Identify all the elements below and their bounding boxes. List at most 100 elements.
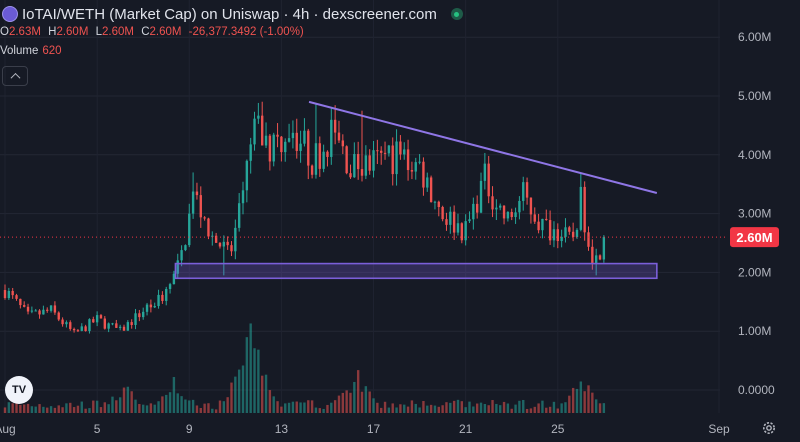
- candle-body: [19, 298, 22, 306]
- grid-lines: [0, 0, 720, 413]
- volume-bar: [30, 406, 34, 413]
- volume-bar: [180, 396, 183, 413]
- volume-bar: [161, 396, 164, 413]
- candle-body: [30, 310, 34, 312]
- candle-body: [587, 232, 590, 247]
- candle-body: [464, 221, 467, 241]
- candle-body: [349, 173, 352, 178]
- time-axis[interactable]: Aug 5 9 13 17 21 25 Sep: [0, 422, 730, 436]
- volume-bar: [72, 407, 76, 413]
- candle-body: [560, 236, 563, 242]
- volume-bar: [234, 376, 237, 413]
- volume-bar: [34, 406, 37, 413]
- candle-body: [118, 326, 122, 328]
- candle-body: [72, 328, 76, 331]
- volume-bars: [3, 323, 606, 413]
- volume-bar: [176, 393, 179, 413]
- gear-icon[interactable]: [761, 420, 777, 436]
- volume-bar: [441, 405, 444, 413]
- candle-body: [364, 155, 368, 176]
- volume-bar: [134, 399, 137, 413]
- price-tick-label: 2.00M: [738, 265, 771, 279]
- candle-body: [65, 322, 68, 325]
- candle-body: [376, 150, 379, 152]
- candle-body: [437, 201, 440, 208]
- volume-bar: [310, 400, 314, 413]
- candle-body: [34, 310, 37, 312]
- tradingview-logo-icon[interactable]: TV: [5, 376, 33, 404]
- candle-body: [483, 163, 487, 181]
- candle-body: [207, 218, 210, 237]
- volume-bar: [349, 392, 352, 413]
- volume-bar: [207, 403, 210, 413]
- volume-bar: [391, 403, 394, 413]
- volume-bar: [403, 404, 406, 413]
- chart-title: IoTAI/WETH (Market Cap) on Uniswap · 4h …: [22, 5, 437, 23]
- candle-body: [161, 294, 164, 301]
- candle-body: [168, 284, 172, 289]
- volume-bar: [15, 402, 18, 413]
- candle-body: [414, 162, 417, 172]
- volume-bar: [218, 400, 222, 413]
- candle-body: [211, 235, 214, 237]
- candle-body: [403, 149, 406, 155]
- volume-bar: [195, 405, 199, 413]
- volume-bar: [318, 408, 321, 413]
- volume-bar: [426, 405, 429, 413]
- candle-body: [241, 190, 245, 204]
- candle-body: [410, 170, 414, 172]
- volume-bar: [38, 404, 41, 413]
- candle-body: [391, 145, 394, 175]
- candle-body: [533, 214, 536, 222]
- volume-bar: [387, 407, 391, 413]
- candle-body: [579, 186, 583, 230]
- candle-body: [406, 149, 410, 171]
- time-tick-label: 21: [459, 422, 473, 436]
- volume-bar: [491, 400, 494, 413]
- volume-bar: [587, 385, 590, 413]
- volume-bar: [548, 406, 552, 413]
- candle-body: [495, 207, 498, 210]
- candle-body: [433, 201, 437, 203]
- volume-bar: [130, 391, 133, 413]
- collapse-legend-button[interactable]: [2, 66, 28, 86]
- candle-body: [95, 315, 99, 323]
- candle-body: [499, 205, 502, 208]
- volume-bar: [76, 405, 80, 413]
- volume-bar: [122, 387, 126, 413]
- resistance-trendline: [308, 100, 658, 194]
- volume-bar: [380, 407, 383, 413]
- volume-bar: [479, 402, 483, 413]
- price-candles: [3, 101, 606, 334]
- volume-bar: [284, 403, 287, 413]
- volume-bar: [571, 387, 575, 413]
- candle-body: [460, 223, 464, 241]
- candle-body: [372, 150, 375, 171]
- volume-bar: [107, 404, 110, 413]
- candle-body: [341, 140, 345, 147]
- volume-bar: [103, 402, 106, 413]
- candle-body: [176, 260, 179, 274]
- volume-bar: [188, 400, 191, 413]
- volume-bar: [172, 377, 176, 413]
- volume-bar: [88, 408, 91, 413]
- candle-body: [84, 326, 87, 332]
- candle-body: [199, 195, 202, 218]
- candle-body: [184, 245, 187, 251]
- candle-body: [46, 309, 49, 311]
- price-tick-label: 4.00M: [738, 148, 771, 162]
- candle-body: [314, 143, 318, 175]
- candle-body: [157, 294, 160, 307]
- volume-bar: [483, 403, 487, 413]
- volume-bar: [583, 391, 586, 413]
- price-axis[interactable]: 0.0000 1.00M 2.00M 3.00M 4.00M 5.00M 6.00M 2.60…: [730, 30, 779, 397]
- candle-body: [180, 250, 183, 261]
- volume-bar: [49, 406, 53, 413]
- volume-bar: [406, 406, 410, 413]
- drawings[interactable]: [0, 100, 728, 280]
- volume-bar: [545, 407, 548, 413]
- volume-bar: [65, 403, 68, 413]
- volume-bar: [510, 408, 513, 413]
- volume-bar: [118, 397, 122, 413]
